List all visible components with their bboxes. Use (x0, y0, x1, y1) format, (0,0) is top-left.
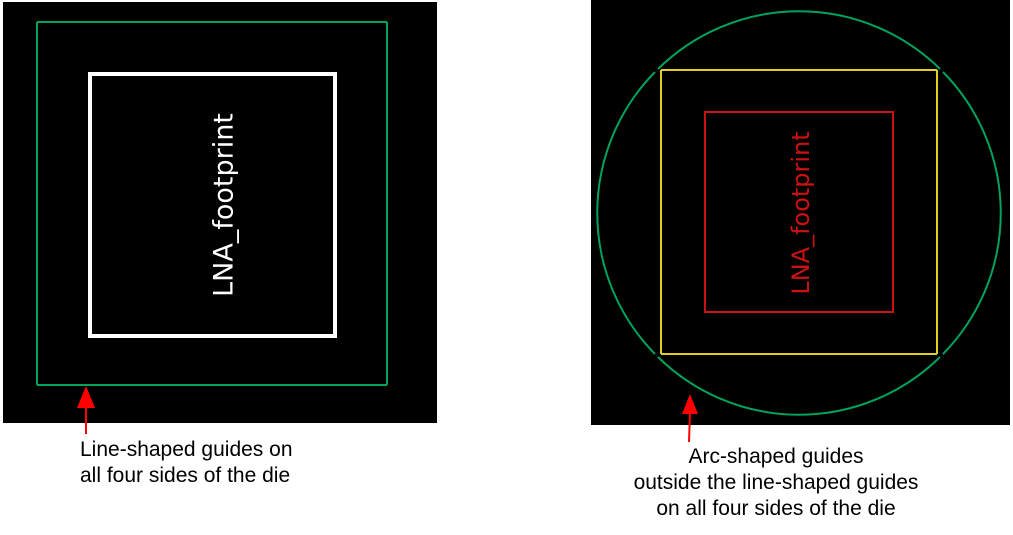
line-guides-diagram: LNA_footprint (36, 21, 388, 386)
caption-line: on all four sides of the die (656, 497, 896, 520)
lna-footprint-label: LNA_footprint (787, 131, 815, 294)
arc-guides-panel: LNA_footprint (591, 0, 1010, 425)
caption-line: all four sides of the die (80, 464, 291, 487)
arc-guide-bottom (657, 356, 941, 416)
line-guides-panel: LNA_footprint (3, 2, 437, 423)
lna-footprint-box (88, 72, 337, 338)
caption-line: Arc-shaped guides (688, 445, 864, 468)
arc-guide-right (942, 71, 1002, 355)
lna-footprint-box (704, 111, 894, 313)
line-guides-caption: Line-shaped guides on all four sides of … (80, 437, 293, 489)
arc-guides-diagram: LNA_footprint (596, 10, 1002, 416)
left-pointer-arrow-icon (77, 386, 95, 434)
arc-guides-caption: Arc-shaped guides outside the line-shape… (596, 444, 956, 522)
arc-guide-top (657, 10, 941, 70)
caption-line: Line-shaped guides on (80, 438, 293, 461)
caption-line: outside the line-shaped guides (633, 471, 919, 494)
arc-guide-left (596, 71, 656, 355)
lna-footprint-label: LNA_footprint (209, 113, 240, 297)
right-pointer-arrow-icon (682, 394, 698, 443)
